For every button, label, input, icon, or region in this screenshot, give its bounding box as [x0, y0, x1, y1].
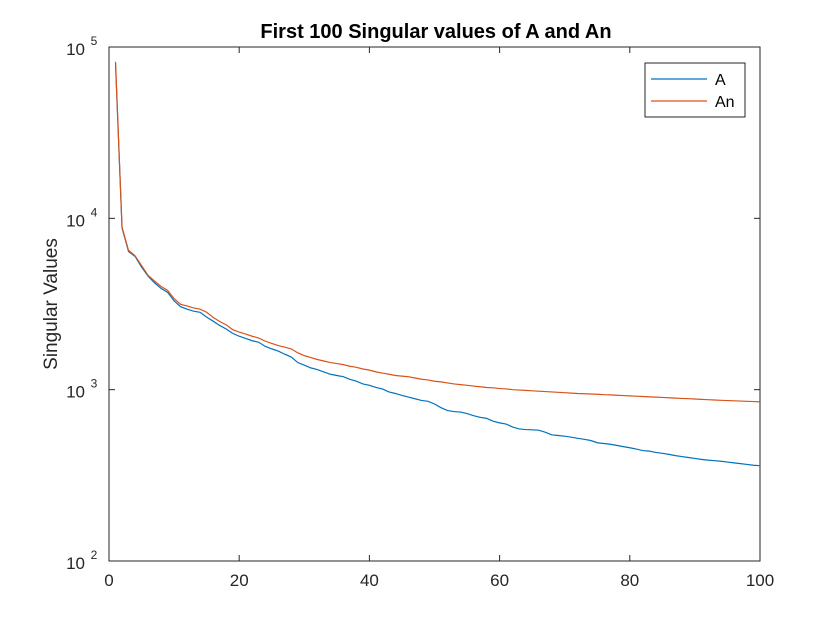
legend-box [644, 62, 746, 118]
x-tick-label: 100 [746, 571, 774, 590]
y-tick-label: 10 [66, 211, 85, 230]
y-tick-exponent: 4 [91, 205, 98, 219]
y-tick-exponent: 3 [91, 377, 98, 391]
x-tick-label: 40 [360, 571, 379, 590]
x-tick-label: 20 [230, 571, 249, 590]
y-tick-label: 10 [66, 554, 85, 573]
legend: A An [644, 62, 746, 118]
y-tick-label: 10 [66, 40, 85, 59]
y-tick-exponent: 2 [91, 548, 98, 562]
y-tick-label: 10 [66, 383, 85, 402]
x-tick-label: 80 [620, 571, 639, 590]
y-axis-label: Singular Values [41, 238, 62, 370]
legend-label-a: A [715, 72, 726, 89]
axis-ticks: 0 20 40 60 80 100 10 2 10 3 10 4 10 5 [66, 34, 774, 590]
series-line-a [114, 63, 761, 467]
x-tick-label: 60 [490, 571, 509, 590]
plot-area [108, 46, 761, 562]
series-lines [114, 61, 761, 467]
x-tick-label: 0 [104, 571, 113, 590]
legend-label-an: An [715, 94, 735, 111]
series-line-an [114, 61, 761, 403]
y-tick-exponent: 5 [91, 34, 98, 48]
chart-title: First 100 Singular values of A and An [260, 21, 611, 43]
